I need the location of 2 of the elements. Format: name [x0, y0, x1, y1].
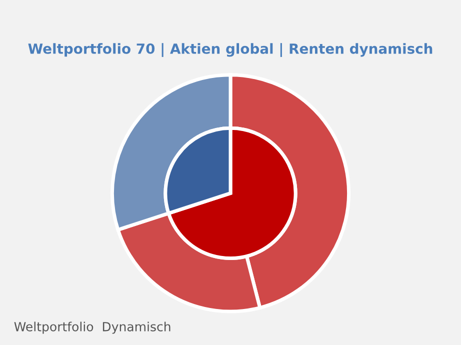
chart-title: Weltportfolio 70 | Aktien global | Renten dynamisch [28, 43, 432, 57]
text: Weltportfolio Dynamisch [14, 322, 170, 334]
